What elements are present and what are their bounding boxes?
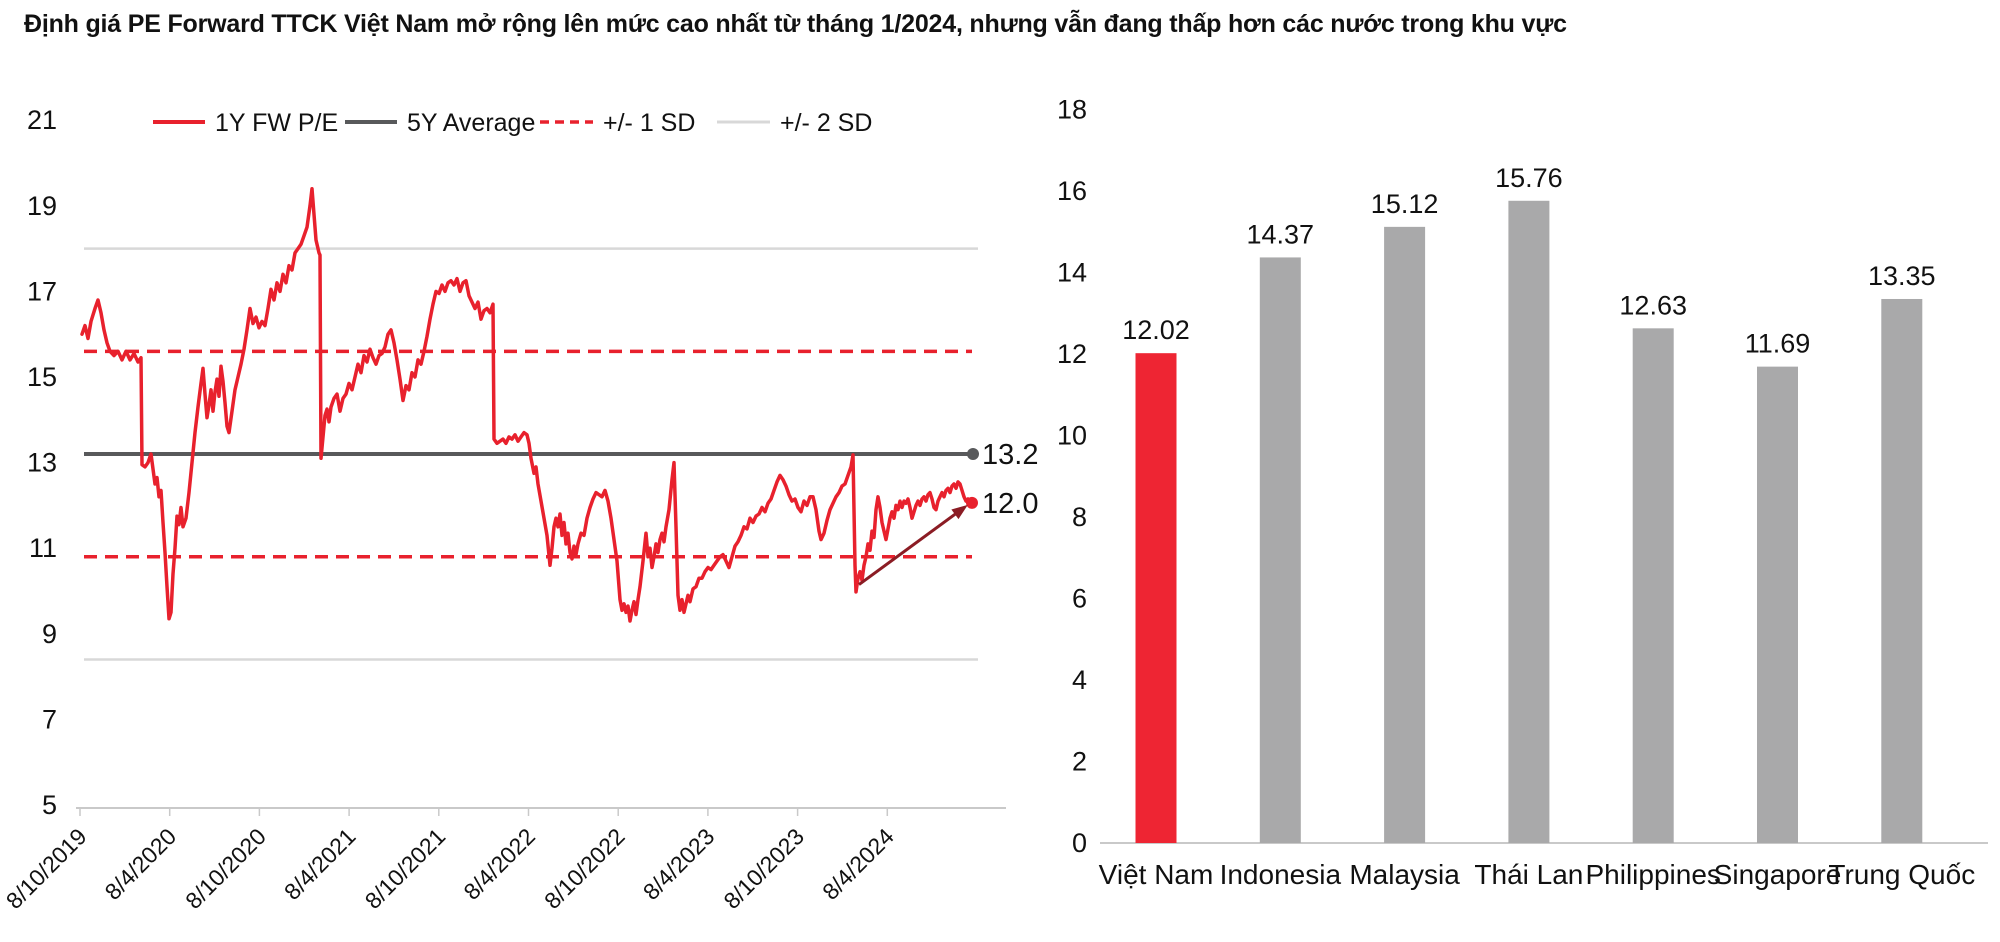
pe-bar-chart: 0 2 4 6 8 10 12 14 16 18 12.02 Việt Nam 14.37 Indones…	[1057, 95, 1988, 890]
bar-philippines	[1632, 328, 1674, 843]
bar-value-label: 15.12	[1371, 189, 1439, 219]
bar-category-label: Thái Lan	[1474, 859, 1583, 890]
x-axis-date-label: 8/10/2022	[539, 823, 630, 914]
x-axis-date-label: 8/10/2021	[360, 823, 451, 914]
x-axis-date-label: 8/10/2019	[1, 823, 92, 914]
bar-value-label: 15.76	[1495, 163, 1563, 193]
bar-singapore	[1757, 366, 1798, 843]
y-axis-tick-label: 19	[27, 191, 57, 221]
bar-trung-quốc	[1881, 298, 1923, 843]
legend-item: +/- 1 SD	[540, 109, 695, 137]
bar-y-axis-tick-label: 14	[1057, 258, 1087, 288]
average-line-end-dot	[967, 448, 979, 461]
page-title: Định giá PE Forward TTCK Việt Nam mở rộn…	[24, 10, 1567, 38]
y-axis-tick-label: 17	[27, 276, 57, 306]
y-axis-tick-label: 7	[42, 704, 57, 734]
pe-series-line	[80, 186, 974, 623]
x-axis-date-label: 8/10/2023	[718, 823, 809, 914]
bar-y-axis-tick-label: 16	[1057, 176, 1087, 206]
bar-category-label: Indonesia	[1220, 859, 1342, 890]
bar-malaysia	[1384, 226, 1426, 844]
legend-label: 5Y Average	[407, 109, 535, 137]
bar-y-axis-tick-label: 18	[1057, 95, 1087, 125]
bar-y-axis-tick-label: 12	[1057, 339, 1087, 369]
legend-label: +/- 1 SD	[603, 109, 695, 137]
x-axis-date-label: 8/4/2021	[279, 823, 361, 905]
average-value-annotation: 13.2	[982, 439, 1038, 471]
bar-y-axis-tick-label: 0	[1072, 828, 1087, 858]
bar-value-label: 12.63	[1619, 290, 1687, 320]
bar-value-label: 13.35	[1868, 261, 1936, 291]
x-axis-date-label: 8/10/2020	[180, 823, 271, 914]
legend-label: +/- 2 SD	[780, 109, 872, 137]
x-axis-date-label: 8/4/2022	[458, 823, 540, 905]
bar-việt-nam	[1135, 353, 1177, 843]
y-axis-tick-label: 13	[27, 448, 57, 478]
legend-item: +/- 2 SD	[717, 109, 872, 137]
y-axis-tick-label: 5	[42, 790, 57, 820]
y-axis-tick-label: 15	[27, 362, 57, 392]
trend-arrow-head	[951, 504, 968, 520]
legend-item: 1Y FW P/E	[153, 109, 338, 137]
bar-value-label: 14.37	[1247, 219, 1315, 249]
y-axis-tick-label: 11	[29, 533, 57, 563]
current-value-annotation: 12.0	[982, 488, 1038, 520]
bar-y-axis-tick-label: 6	[1072, 584, 1087, 614]
x-axis-date-label: 8/4/2023	[638, 823, 720, 905]
x-axis-date-label: 8/4/2020	[100, 823, 182, 905]
bar-category-label: Singapore	[1714, 859, 1842, 890]
bar-category-label: Trung Quốc	[1828, 859, 1975, 890]
y-axis-tick-label: 21	[27, 105, 57, 135]
x-axis-date-label: 8/4/2024	[817, 823, 899, 905]
bar-value-label: 12.02	[1122, 315, 1190, 345]
bar-y-axis-tick-label: 8	[1072, 502, 1087, 532]
bar-y-axis-tick-label: 4	[1072, 665, 1087, 695]
y-axis-tick-label: 9	[42, 619, 57, 649]
bar-value-label: 11.69	[1745, 329, 1811, 359]
bar-thái-lan	[1508, 200, 1550, 843]
bar-category-label: Việt Nam	[1099, 859, 1214, 890]
bar-category-label: Malaysia	[1349, 859, 1460, 890]
bar-y-axis-tick-label: 2	[1072, 747, 1087, 777]
trend-arrow	[858, 507, 964, 586]
bar-category-label: Philippines	[1585, 859, 1720, 890]
bar-y-axis-tick-label: 10	[1057, 421, 1087, 451]
legend-label: 1Y FW P/E	[215, 109, 338, 137]
legend-item: 5Y Average	[345, 109, 535, 137]
bar-indonesia	[1259, 257, 1301, 843]
series-end-dot	[966, 496, 978, 509]
